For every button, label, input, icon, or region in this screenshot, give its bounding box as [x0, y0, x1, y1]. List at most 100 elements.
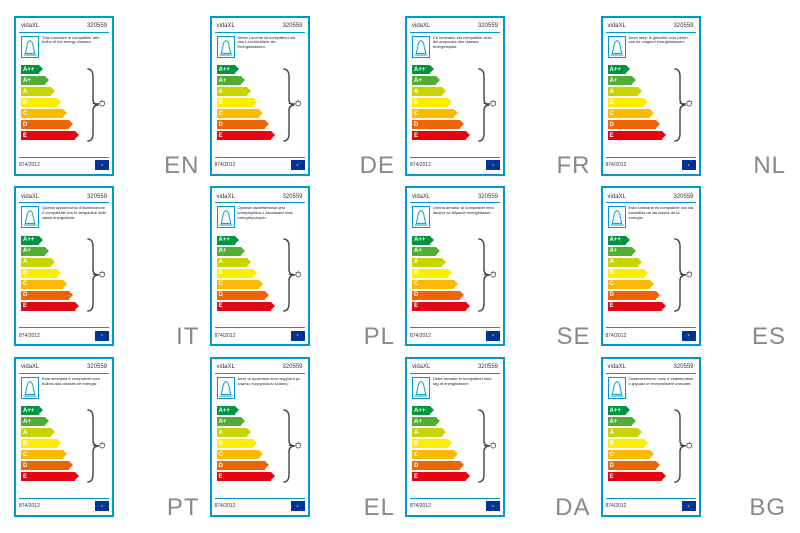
compatibility-text: Esta luminaria es compatible con las bom… [629, 206, 694, 220]
energy-label-card: vidaXL320559Diese Leuchte ist kompatibel… [210, 16, 310, 176]
energy-class-bar: E [21, 302, 75, 311]
energy-class-letter: E [412, 303, 418, 309]
rating-area: A++A+ABCDE [215, 404, 305, 490]
info-row: Esta luminaria es compatible con las bom… [606, 203, 696, 233]
energy-class-bar: E [217, 302, 271, 311]
energy-class-bar: A+ [217, 76, 241, 85]
energy-class-bar: B [412, 98, 448, 107]
energy-class-bar: A [217, 87, 247, 96]
energy-class-bar: D [217, 291, 265, 300]
label-cell: vidaXL 320559 Esta luminaria es compatible… [597, 182, 791, 351]
product-code: 320559 [478, 23, 498, 29]
label-cell: vidaXL320559This luminaire is compatible… [10, 12, 204, 181]
energy-class-letter: A++ [608, 67, 621, 73]
language-code: IT [176, 323, 199, 351]
regulation-text: 874/2012 [215, 503, 236, 509]
info-row: Deze lamp is geschikt voor peren van de … [606, 33, 696, 63]
label-cell: vidaXL320559Αυτό το φωτιστικό είναι συμβ… [206, 353, 400, 522]
energy-class-letter: A+ [21, 248, 31, 254]
energy-label-card: vidaXL320559Αυτό το φωτιστικό είναι συμβ… [210, 357, 310, 517]
language-code: FR [557, 152, 591, 180]
language-code: BG [749, 494, 786, 522]
bulb-pointer-icon [482, 438, 498, 450]
energy-class-letter: A+ [412, 78, 422, 84]
card-footer: 874/2012 [19, 157, 109, 171]
energy-class-bar: E [412, 302, 466, 311]
energy-class-bar: A++ [412, 406, 430, 415]
energy-class-letter: D [217, 292, 223, 298]
product-code: 320559 [282, 364, 302, 370]
info-row: Ce luminaire est compatible avec les amp… [410, 33, 500, 63]
language-code: SE [556, 323, 590, 351]
compatibility-text: Esta luminária é compatível com bulbos d… [42, 377, 107, 387]
energy-class-bar: C [21, 109, 63, 118]
energy-label-card: vidaXL320559Denna armatur är kompatibel … [405, 186, 505, 346]
energy-class-bar: E [21, 131, 75, 140]
card-footer: 874/2012 [606, 327, 696, 341]
energy-class-letter: B [608, 270, 614, 276]
energy-class-bar: A+ [217, 247, 241, 256]
energy-class-bar: D [608, 461, 656, 470]
energy-class-letter: C [608, 281, 614, 287]
card-footer: 874/2012 [410, 498, 500, 512]
energy-class-letter: A [217, 430, 223, 436]
label-cell: vidaXL320559Oprawa oświetleniowa jest ko… [206, 182, 400, 351]
compatibility-text: Ce luminaire est compatible avec les amp… [433, 36, 498, 50]
energy-class-letter: A++ [21, 67, 34, 73]
brand-text: vidaXL [412, 23, 430, 29]
energy-class-bar: A [217, 428, 247, 437]
energy-class-bar: A [412, 428, 442, 437]
bulb-pointer-icon [91, 267, 107, 279]
energy-class-bar: A+ [21, 76, 45, 85]
energy-class-bar: C [412, 450, 454, 459]
energy-label-card: vidaXL320559Oprawa oświetleniowa jest ko… [210, 186, 310, 346]
energy-class-letter: B [217, 441, 223, 447]
energy-class-letter: A++ [21, 237, 34, 243]
eu-flag-icon [95, 501, 109, 511]
rating-area: A++A+ABCDE [410, 404, 500, 490]
regulation-text: 874/2012 [19, 333, 40, 339]
brand-text: vidaXL [608, 194, 626, 200]
regulation-text: 874/2012 [215, 333, 236, 339]
bulb-pointer-icon [482, 267, 498, 279]
bulb-pointer-icon [482, 97, 498, 109]
energy-class-letter: A [412, 430, 418, 436]
energy-class-letter: D [608, 122, 614, 128]
energy-class-letter: A [21, 430, 27, 436]
energy-class-bar: A [608, 87, 638, 96]
energy-label-card: vidaXL320559Esta luminária é compatível … [14, 357, 114, 517]
info-row: Dette armatur er kompatibel med løg af e… [410, 374, 500, 404]
energy-class-bar: A++ [608, 406, 626, 415]
energy-class-letter: D [412, 292, 418, 298]
energy-class-letter: D [21, 122, 27, 128]
energy-class-letter: C [217, 452, 223, 458]
energy-class-bar: B [412, 439, 448, 448]
product-code: 320559 [87, 194, 107, 200]
energy-class-letter: B [412, 441, 418, 447]
label-cell: vidaXL320559Diese Leuchte ist kompatibel… [206, 12, 400, 181]
brand-text: vidaXL [217, 364, 235, 370]
energy-class-bar: C [21, 280, 63, 289]
energy-class-bar: A++ [217, 406, 235, 415]
energy-class-bar: A [608, 258, 638, 267]
energy-class-bar: A+ [608, 247, 632, 256]
compatibility-text: Oprawa oświetleniowa jest kompatybilna z… [238, 206, 303, 220]
energy-class-letter: E [217, 133, 223, 139]
energy-class-bar: A++ [21, 406, 39, 415]
product-code: 320559 [673, 194, 693, 200]
rating-area: A++A+ABCDE [19, 233, 109, 319]
energy-class-letter: E [412, 474, 418, 480]
regulation-text: 874/2012 [606, 503, 627, 509]
energy-class-letter: A [608, 259, 614, 265]
energy-label-card: vidaXL320559Осветителното тяло е съвмест… [601, 357, 701, 517]
energy-class-letter: A+ [21, 78, 31, 84]
lamp-icon [217, 377, 235, 399]
energy-class-bar: A+ [412, 417, 436, 426]
card-header: vidaXL320559 [215, 21, 305, 33]
energy-class-bar: A++ [217, 236, 235, 245]
energy-class-letter: C [412, 281, 418, 287]
regulation-text: 874/2012 [410, 162, 431, 168]
energy-class-letter: B [412, 100, 418, 106]
brand-text: vidaXL [608, 364, 626, 370]
energy-class-letter: C [21, 452, 27, 458]
